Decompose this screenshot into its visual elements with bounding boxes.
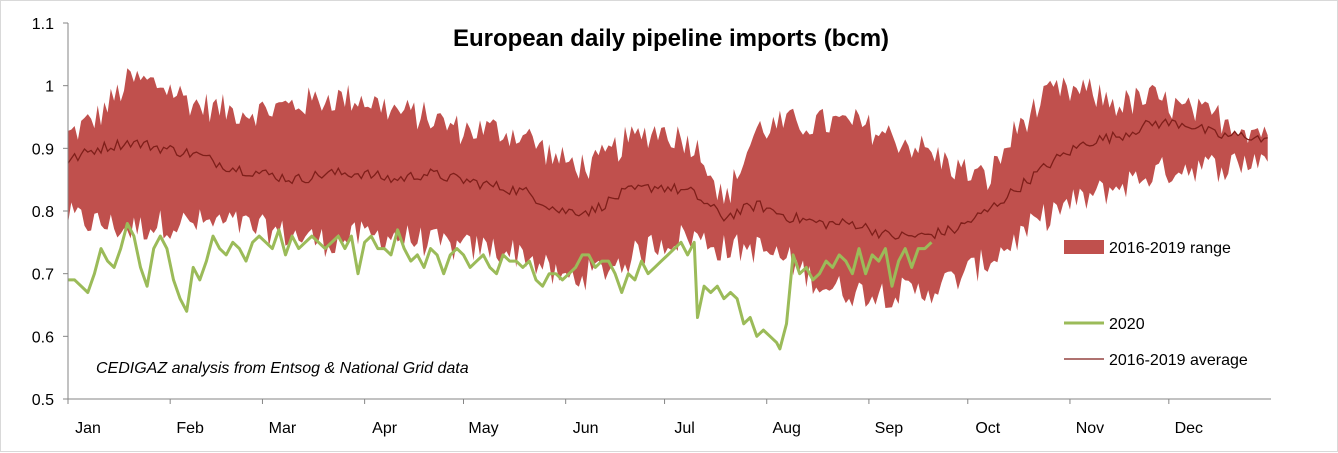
y-tick-label: 0.9 [32,141,54,158]
x-tick-label: Nov [1076,420,1104,437]
x-tick-label: Jul [674,420,694,437]
x-tick-label: Jun [573,420,599,437]
y-tick-label: 0.5 [32,392,54,409]
x-tick-label: Sep [875,420,904,437]
x-tick-label: Mar [269,420,297,437]
chart-title: European daily pipeline imports (bcm) [453,25,889,52]
x-tick-label: Jan [75,420,101,437]
y-tick-label: 1.1 [32,16,54,33]
x-tick-label: Aug [772,420,800,437]
y-tick-label: 0.7 [32,267,54,284]
source-note: CEDIGAZ analysis from Entsog & National … [96,360,469,377]
x-tick-label: Oct [975,420,1000,437]
legend: 2016-2019 range 2020 2016-2019 average [1064,240,1248,369]
legend-label-range: 2016-2019 range [1109,240,1231,257]
y-axis-ticks: 0.5 0.6 0.7 0.8 0.9 1 1.1 [32,16,68,409]
legend-label-average: 2016-2019 average [1109,352,1248,369]
2020-line [68,222,933,351]
y-tick-label: 0.6 [32,329,54,346]
average-line [67,118,1268,240]
x-tick-label: Apr [372,420,398,437]
legend-label-2020: 2020 [1109,316,1145,333]
x-tick-label: Feb [176,420,204,437]
x-tick-label: Dec [1175,420,1203,437]
x-axis-ticks: Jan Feb Mar Apr May Jun Jul Aug Sep Oct Nov Dec [67,399,1203,437]
legend-swatch-range [1064,240,1104,254]
y-tick-label: 1 [45,79,54,96]
x-tick-label: May [468,420,498,437]
y-tick-label: 0.8 [32,204,54,221]
